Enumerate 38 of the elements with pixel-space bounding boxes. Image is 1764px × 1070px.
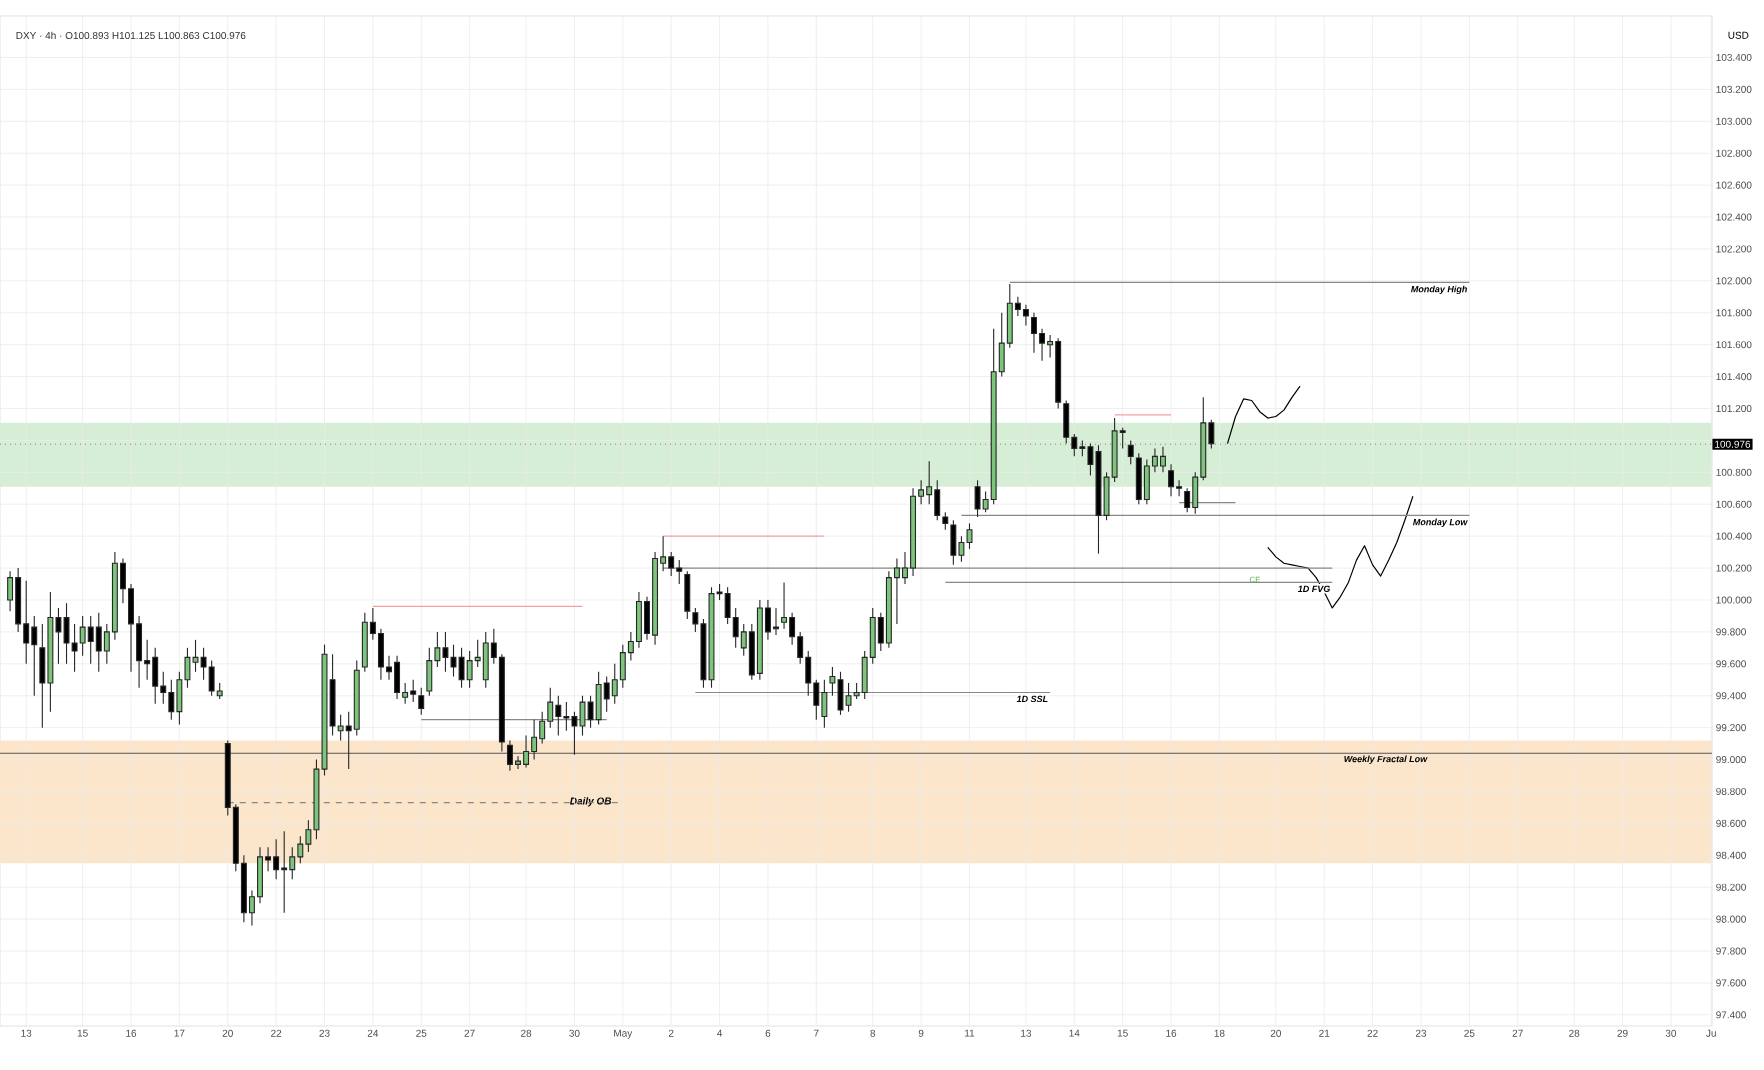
- candlestick: [990, 328, 997, 505]
- candlestick: [281, 830, 288, 914]
- candlestick: [635, 591, 642, 649]
- candlestick: [885, 570, 892, 649]
- candlestick: [87, 615, 94, 665]
- candlestick: [950, 519, 957, 566]
- candlestick: [821, 679, 828, 729]
- candlestick: [394, 655, 401, 700]
- candlestick: [773, 607, 779, 636]
- candlestick: [79, 615, 86, 657]
- candlestick: [273, 838, 280, 880]
- candlestick: [756, 599, 763, 681]
- candlestick: [506, 739, 513, 772]
- candlestick: [523, 735, 530, 769]
- candlestick: [63, 602, 70, 665]
- candlestick: [652, 551, 659, 646]
- candlestick: [31, 615, 38, 697]
- candlestick: [781, 581, 788, 630]
- candlestick: [377, 628, 384, 681]
- candlestick: [1135, 452, 1142, 505]
- candlestick: [531, 719, 538, 761]
- candlestick: [1168, 463, 1175, 497]
- candlestick: [942, 511, 949, 531]
- candlestick: [910, 487, 917, 577]
- line-series: [1267, 495, 1414, 609]
- candlestick: [1022, 304, 1029, 327]
- candlestick: [1160, 446, 1166, 473]
- candlestick: [426, 647, 433, 697]
- candlestick: [1031, 312, 1037, 354]
- candlestick: [1095, 444, 1102, 555]
- candlestick: [39, 623, 46, 729]
- candlestick: [71, 623, 78, 673]
- line-series: [1226, 385, 1301, 445]
- candlestick: [47, 591, 54, 713]
- candlestick: [845, 682, 852, 713]
- candlestick: [934, 479, 941, 521]
- candlestick: [23, 580, 30, 665]
- candlestick: [1143, 459, 1150, 505]
